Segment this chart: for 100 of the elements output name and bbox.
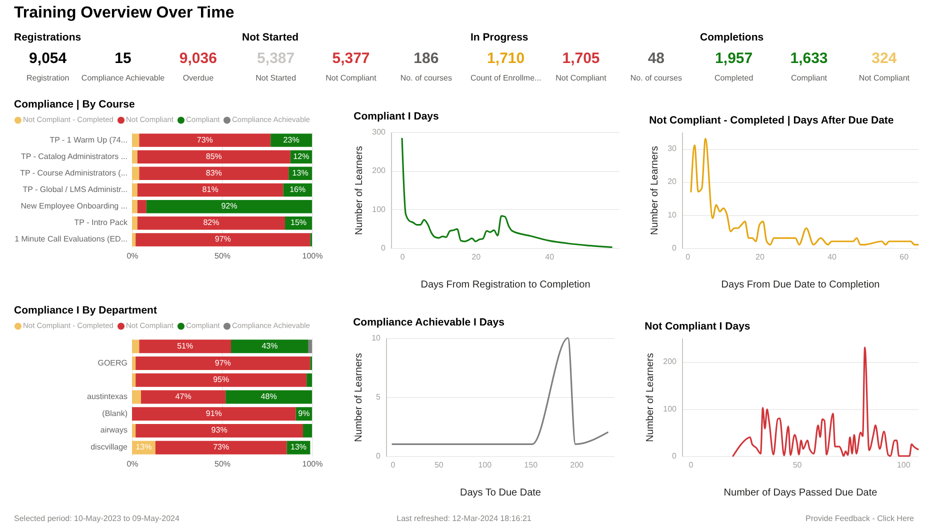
x-tick-label: 200 [570, 460, 584, 470]
text: 324 [872, 50, 897, 67]
x-tick-label: 20 [756, 252, 765, 262]
data-label: 9% [298, 408, 310, 418]
y-tick-label: New Employee Onboarding ... [20, 202, 128, 211]
data-label: 23% [283, 135, 300, 144]
y-axis-title: Number of Learners [650, 146, 661, 235]
line-series [690, 138, 919, 246]
y-tick-label: 0 [381, 244, 386, 252]
category-label: Not Started [256, 74, 296, 83]
y-tick-label: 10 [668, 210, 678, 220]
x-tick-label: 20 [472, 252, 482, 262]
bar [141, 390, 226, 404]
data-label: 51% [177, 341, 194, 350]
x-axis-title: Days From Registration to Completion [420, 280, 590, 290]
x-tick-label: 150 [524, 460, 538, 470]
x-tick-label: 0 [400, 252, 406, 262]
text: Registrations [14, 32, 82, 44]
text: 1,705 [562, 50, 600, 67]
data-label: 91% [206, 408, 222, 418]
bar [132, 356, 136, 370]
bar [155, 440, 287, 454]
bar [132, 216, 138, 230]
data-label: 15% [290, 218, 307, 228]
data-label: 16% [290, 185, 306, 194]
bar [132, 166, 140, 180]
data-label: 73% [213, 442, 230, 452]
chart-title: Not Compliant I Days [644, 320, 750, 332]
bar [306, 373, 312, 387]
bar [136, 424, 303, 438]
y-tick-label: 1 Minute Call Evaluations (ED... [14, 234, 128, 244]
y-tick-label: 0 [376, 452, 382, 460]
bar [136, 233, 310, 246]
text: 9,054 [29, 50, 67, 67]
text: Completions [700, 32, 764, 44]
x-tick-label: 100 [478, 460, 492, 470]
data-label: 82% [203, 218, 220, 228]
y-tick-label: TP - Intro Pack [74, 218, 128, 228]
y-tick-label: 20 [668, 177, 678, 186]
bar [137, 200, 146, 214]
x-tick-label: 0 [390, 460, 396, 470]
bar [139, 166, 289, 180]
data-label: 85% [206, 152, 222, 161]
bar [132, 200, 138, 214]
x-axis-title: Days From Due Date to Completion [721, 280, 880, 290]
text: 186 [414, 50, 439, 67]
text: Selected period: 10-May-2023 to 09-May-2024 [14, 514, 180, 523]
data-label: 81% [202, 185, 218, 194]
data-label: 13% [290, 442, 307, 452]
x-tick-label: 0 [686, 252, 691, 262]
category-label: Overdue [182, 74, 214, 83]
bar [146, 200, 312, 214]
line-series [401, 138, 612, 248]
category-label: Registration [26, 74, 70, 83]
y-tick-label: discvillage [90, 442, 128, 452]
data-label: 97% [214, 358, 231, 368]
y-tick-label: TP - Catalog Administrators ... [20, 152, 128, 161]
text: 1,710 [487, 50, 525, 67]
data-label: 47% [175, 392, 192, 401]
bar [132, 183, 138, 197]
bar [132, 134, 140, 147]
data-label: 13% [292, 168, 308, 178]
category-label: Count of Enrollme... [470, 74, 542, 83]
data-label: 83% [206, 168, 222, 178]
data-label: 48% [260, 392, 277, 401]
text: 9,036 [179, 50, 217, 67]
y-tick-label: 0 [672, 244, 678, 252]
x-axis-title: Days To Due Date [460, 488, 542, 498]
bar [136, 373, 307, 387]
bar [132, 233, 136, 246]
chart-title: Compliant I Days [354, 110, 439, 122]
x-tick-label: 0% [126, 460, 138, 468]
line-series [732, 346, 919, 457]
text: 5,387 [257, 50, 295, 67]
x-axis-title: Number of Days Passed Due Date [724, 488, 878, 498]
text: Training Overview Over Time [14, 4, 234, 22]
y-axis-title: Number of Learners [354, 353, 365, 442]
bar [136, 356, 310, 370]
y-tick-label: TP - Course Administrators (... [20, 168, 128, 178]
text: 15 [114, 50, 132, 67]
bar [231, 340, 308, 354]
x-tick-label: 100% [302, 252, 323, 260]
x-tick-label: 50 [434, 460, 444, 470]
category-label: Compliance Achievable [81, 74, 166, 83]
y-tick-label: TP - Global / LMS Administr... [22, 185, 128, 194]
x-tick-label: 100% [302, 460, 323, 468]
text: Not Started [242, 32, 299, 44]
data-label: 92% [221, 202, 238, 211]
y-tick-label: TP - 1 Warm Up (74... [50, 135, 128, 144]
x-tick-label: 50% [214, 460, 231, 468]
y-tick-label: 300 [372, 128, 386, 136]
data-label: 93% [211, 426, 228, 435]
bar [226, 390, 312, 404]
chart-title: Not Compliant - Completed | Days After Due Date [649, 114, 894, 126]
y-tick-label: 200 [372, 166, 386, 176]
x-tick-label: 0 [688, 460, 694, 470]
chart-title: Compliance I By Department [14, 304, 158, 316]
category-label: No. of courses [400, 74, 452, 83]
text: 5,377 [332, 50, 370, 67]
category-label: No. of courses [630, 74, 682, 83]
